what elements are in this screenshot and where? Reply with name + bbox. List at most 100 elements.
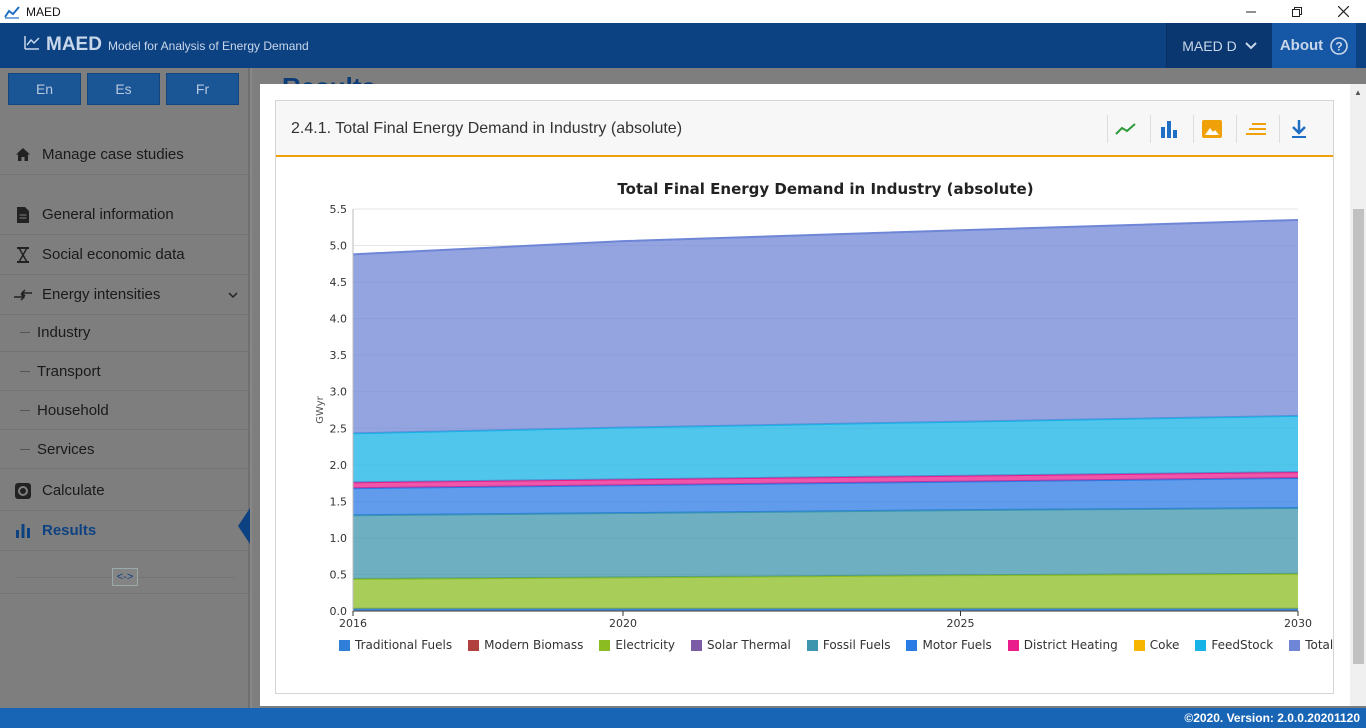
legend-item[interactable]: FeedStock [1195,638,1273,652]
legend-label: Electricity [615,638,676,652]
window-titlebar: MAED [0,0,1366,23]
help-icon: ? [1330,36,1348,55]
legend-item[interactable]: Traditional Fuels [339,638,452,652]
sidebar-item-calculate[interactable]: Calculate [0,471,250,511]
gear-icon [14,482,32,499]
chevron-down-icon [228,292,238,299]
sidebar-item-energy[interactable]: Energy intensities [0,275,250,315]
sidebar-item-label: Manage case studies [42,146,184,163]
footer: ©2020. Version: 2.0.0.20201120 [0,708,1366,728]
sidebar-item-social[interactable]: Social economic data [0,235,250,275]
sidebar-item-label: Calculate [42,482,105,499]
active-indicator [238,508,250,544]
scrollbar[interactable]: ▲ [1350,84,1366,706]
card-title: 2.4.1. Total Final Energy Demand in Indu… [291,120,683,137]
close-icon[interactable] [1320,0,1366,23]
legend-item[interactable]: Solar Thermal [691,638,791,652]
app-logo-icon [4,5,20,19]
restore-icon[interactable] [1274,0,1320,23]
bar-chart-icon[interactable] [1155,115,1183,143]
sidebar-item-results[interactable]: Results [0,511,250,551]
series-line [352,218,1299,256]
x-tick-label: 2020 [609,617,637,630]
legend-item[interactable]: Total [1289,638,1333,652]
case-study-dropdown[interactable]: MAED D [1166,23,1272,68]
legend-label: Modern Biomass [484,638,584,652]
legend-label: Solar Thermal [707,638,791,652]
legend-label: Traditional Fuels [355,638,453,652]
chart-legend: Traditional Fuels Modern Biomass Electrici… [339,638,1349,652]
x-tick-label: 2030 [1284,617,1312,630]
case-study-label: MAED D [1182,37,1237,54]
legend-swatch [1007,639,1019,651]
y-tick-label: 1.5 [330,495,348,508]
card-header: 2.4.1. Total Final Energy Demand in Indu… [276,101,1333,157]
brand-chart-icon [24,36,40,50]
collapse-sidebar-button[interactable]: <-> [112,568,138,586]
y-tick-label: 0.5 [330,568,348,581]
chart-title: Total Final Energy Demand in Industry (a… [617,180,1033,198]
y-tick-label: 2.5 [330,422,348,435]
sidebar-subitem-transport[interactable]: Transport [0,352,250,391]
sidebar-item-general[interactable]: General information [0,195,250,235]
legend-label: Coke [1149,638,1180,652]
legend-label: Motor Fuels [922,638,992,652]
minimize-icon[interactable] [1228,0,1274,23]
sidebar-subitem-industry[interactable]: Industry [0,313,250,352]
divider [1150,115,1151,143]
sidebar-subitem-household[interactable]: Household [0,391,250,430]
window-title: MAED [26,4,61,19]
about-label: About [1279,37,1324,54]
lang-en-button[interactable]: En [8,73,81,105]
divider [1193,115,1194,143]
area-chart: Total Final Energy Demand in Industry (a… [315,180,1312,630]
y-tick-label: 3.0 [330,386,348,399]
legend-swatch [339,639,350,651]
legend-swatch [1195,639,1207,651]
home-icon [14,147,32,162]
legend-item[interactable]: Electricity [599,638,675,652]
legend-item[interactable]: District Heating [1007,638,1118,652]
x-tick-label: 2025 [947,617,975,630]
legend-swatch [806,639,818,651]
document-icon [14,206,32,223]
legend-label: District Heating [1023,638,1118,652]
y-tick-label: 0.0 [330,605,348,618]
sidebar-item-label: Results [42,522,97,539]
scrollbar-thumb[interactable] [1353,209,1364,664]
area-series [353,477,1298,516]
legend-swatch [468,639,480,651]
lang-fr-button[interactable]: Fr [166,73,239,105]
app-header: MAED Model for Analysis of Energy Demand… [0,23,1366,68]
image-icon[interactable] [1198,115,1226,143]
legend-swatch [1289,639,1301,651]
legend-item[interactable]: Modern Biomass [468,638,583,652]
legend-label: Total [1305,638,1334,652]
legend-item[interactable]: Fossil Fuels [806,638,890,652]
brand-name: MAED [46,34,102,55]
divider [1279,115,1280,143]
legend-item[interactable]: Motor Fuels [906,638,992,652]
sort-icon[interactable] [1242,115,1270,143]
y-tick-label: 5.0 [330,240,348,253]
y-tick-label: 5.5 [330,203,348,216]
line-chart-icon[interactable] [1112,115,1140,143]
sidebar-item-label: General information [42,206,174,223]
scroll-up-icon[interactable]: ▲ [1354,88,1362,97]
legend-item[interactable]: Coke [1133,638,1180,652]
sidebar-item-label: Energy intensities [42,286,161,303]
compare-arrows-icon [14,288,32,301]
y-tick-label: 2.0 [330,459,348,472]
sidebar-item-manage[interactable]: Manage case studies [0,135,250,175]
area-series [353,472,1298,489]
about-button[interactable]: About ? [1272,23,1356,68]
divider [1236,115,1237,143]
legend-swatch [906,639,918,651]
sidebar-subitem-services[interactable]: Services [0,430,250,469]
x-tick-label: 2016 [339,617,367,630]
download-icon[interactable] [1285,115,1313,143]
lang-es-button[interactable]: Es [87,73,160,105]
sidebar: En Es Fr Manage case studies General inf… [0,68,250,708]
brand[interactable]: MAED Model for Analysis of Energy Demand [24,34,309,56]
legend-swatch [691,639,703,651]
